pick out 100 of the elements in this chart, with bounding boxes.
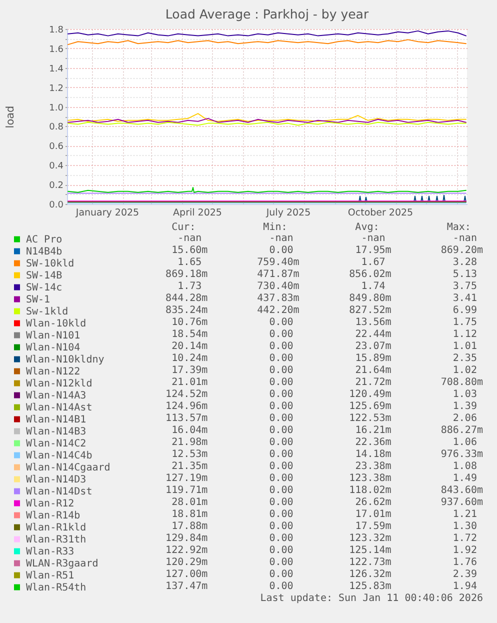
text: 125.14m xyxy=(349,545,392,558)
legend-label: Wlan-N14Cgaard xyxy=(26,462,110,474)
text: 118.02m xyxy=(349,485,392,498)
legend-label: SW-14B xyxy=(26,270,62,282)
text: 13.56m xyxy=(355,317,392,330)
text: 1.75 xyxy=(452,317,477,330)
legend-label: Wlan-N10kldny xyxy=(26,354,104,366)
text: 137.47m xyxy=(166,581,208,594)
legend-label: Wlan-N101 xyxy=(26,330,80,342)
text: 1.49 xyxy=(452,473,477,486)
text: 0.00 xyxy=(269,485,294,498)
text: 937.60m xyxy=(440,497,483,510)
legend-label: AC Pro xyxy=(26,234,62,246)
text: Max: xyxy=(446,222,471,234)
text: 1.39 xyxy=(452,401,477,414)
text: 0.00 xyxy=(269,377,294,390)
text: 21.98m xyxy=(172,437,208,450)
text: 129.84m xyxy=(166,533,208,546)
text: 127.19m xyxy=(166,473,208,486)
text: 0.00 xyxy=(269,317,294,330)
text: 21.64m xyxy=(355,365,392,378)
text: 1.73 xyxy=(178,281,202,294)
text: 18.54m xyxy=(172,329,208,342)
text: 123.38m xyxy=(349,473,392,486)
text: 120.49m xyxy=(349,389,392,402)
text: 1.92 xyxy=(452,545,477,558)
text: 124.52m xyxy=(166,389,208,402)
text: 0.00 xyxy=(269,425,294,438)
legend-label: Wlan-N122 xyxy=(26,366,80,378)
legend-label: Wlan-N12kld xyxy=(26,378,92,390)
text: 17.01m xyxy=(355,509,392,522)
text: 849.80m xyxy=(349,293,392,306)
text: 1.94 xyxy=(452,581,477,594)
text: 976.33m xyxy=(440,449,483,462)
text: 0.00 xyxy=(269,509,294,522)
text: 1.30 xyxy=(452,521,477,534)
y-tick-label: 1.0 xyxy=(49,103,64,114)
x-tick-label: January 2025 xyxy=(74,208,140,218)
text: 869.18m xyxy=(166,269,208,282)
text: 0.00 xyxy=(269,449,294,462)
text: Last update: Sun Jan 11 00:40:06 2026 xyxy=(260,593,483,606)
chart-title: Load Average : Parkhoj - by year xyxy=(165,6,370,22)
text: 1.02 xyxy=(452,365,477,378)
legend-label: Wlan-N14D3 xyxy=(26,474,86,486)
y-tick-label: 1.4 xyxy=(49,64,64,74)
text: 119.71m xyxy=(166,485,208,498)
text: 0.00 xyxy=(269,365,294,378)
text: 0.00 xyxy=(269,353,294,366)
text: 0.00 xyxy=(269,569,294,582)
text: Cur: xyxy=(172,222,196,234)
text: 0.00 xyxy=(269,413,294,426)
text: 2.35 xyxy=(452,353,477,366)
y-tick-label: 0.0 xyxy=(49,200,64,210)
text: 0.00 xyxy=(269,401,294,414)
text: 113.57m xyxy=(166,413,208,426)
text: 1.74 xyxy=(361,281,386,294)
text: -nan xyxy=(361,233,386,246)
y-tick-label: 1.6 xyxy=(49,44,64,55)
text: 0.00 xyxy=(269,341,294,354)
text: 0.00 xyxy=(269,545,294,558)
text: 10.24m xyxy=(172,353,208,366)
y-axis-title: load xyxy=(4,106,16,128)
text: 122.53m xyxy=(349,413,392,426)
text: 1.76 xyxy=(452,557,477,570)
legend-label: WLAN-R3gaard xyxy=(26,558,98,570)
text: 123.32m xyxy=(349,533,392,546)
text: 28.01m xyxy=(172,497,208,510)
legend-label: Wlan-N104 xyxy=(26,342,80,354)
text: 1.06 xyxy=(452,437,477,450)
text: 0.00 xyxy=(269,497,294,510)
legend-label: Wlan-N14Ast xyxy=(26,402,92,414)
text: 730.40m xyxy=(257,281,300,294)
text: 1.01 xyxy=(452,341,477,354)
text: 10.76m xyxy=(172,317,208,330)
legend-label: Sw-1kld xyxy=(26,306,68,318)
text: 0.00 xyxy=(269,557,294,570)
y-tick-label: 1.2 xyxy=(49,84,64,94)
text: 708.80m xyxy=(440,377,483,390)
y-tick-label: 0.6 xyxy=(49,142,64,152)
text: 0.00 xyxy=(269,329,294,342)
legend-label: Wlan-N14A3 xyxy=(26,390,86,402)
text: 0.00 xyxy=(269,533,294,546)
legend-label: Wlan-N14C4b xyxy=(26,450,92,462)
text: 22.44m xyxy=(355,329,392,342)
line-series xyxy=(68,113,466,122)
text: 26.62m xyxy=(355,497,392,510)
text: 125.83m xyxy=(349,581,392,594)
text: 3.28 xyxy=(452,257,477,270)
text: 22.36m xyxy=(355,437,392,450)
text: 844.28m xyxy=(166,293,208,306)
text: 127.00m xyxy=(166,569,208,582)
text: 122.92m xyxy=(166,545,208,558)
text: Avg: xyxy=(355,222,380,234)
text: 1.03 xyxy=(452,389,477,402)
text: 1.12 xyxy=(452,329,477,342)
legend-label: Wlan-R12 xyxy=(26,498,74,510)
text: 856.02m xyxy=(349,269,392,282)
text: 0.00 xyxy=(269,437,294,450)
text: 827.52m xyxy=(349,305,392,318)
text: 1.65 xyxy=(178,257,202,270)
